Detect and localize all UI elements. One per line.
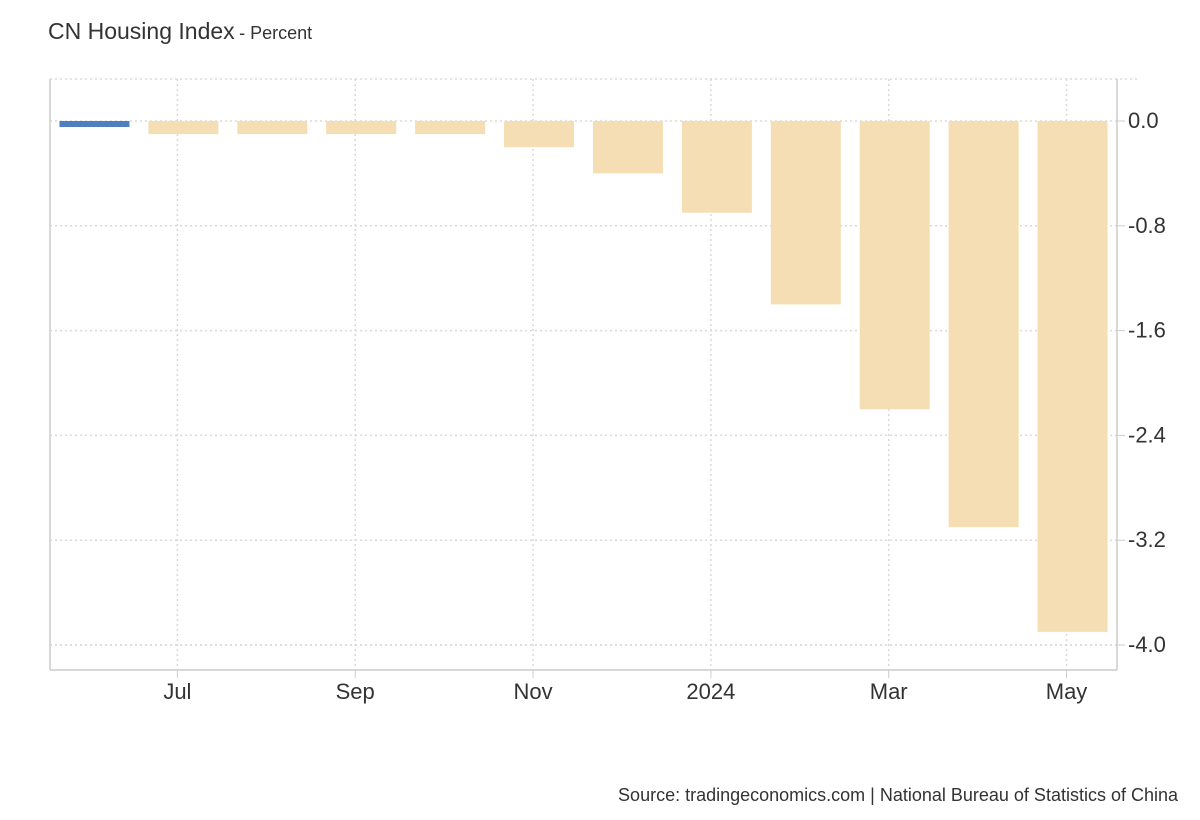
bar-jun-2023 (59, 121, 130, 127)
bar-mar-2024 (859, 121, 930, 410)
y-tick-label: -0.8 (1128, 213, 1166, 238)
y-tick-label: -3.2 (1128, 527, 1166, 552)
x-tick-label: 2024 (686, 679, 735, 704)
bar-apr-2024 (948, 121, 1019, 528)
y-tick-label: 0.0 (1128, 108, 1159, 133)
bar-jan-2024 (681, 121, 752, 213)
bar-may-2024 (1037, 121, 1108, 632)
chart-title: CN Housing Index - Percent (48, 18, 312, 45)
tick-labels: 0.0 -0.8 -1.6 -2.4 -3.2 -4.0 Jul Sep Nov 2024 Mar M… (163, 108, 1166, 704)
bar-sep-2023 (326, 121, 397, 135)
axes (49, 79, 1125, 678)
chart-subtitle: - Percent (239, 23, 313, 43)
source-note: Source: tradingeconomics.com | National … (618, 785, 1178, 805)
bar-aug-2023 (237, 121, 308, 135)
bar-dec-2023 (592, 121, 663, 174)
y-tick-label: -1.6 (1128, 318, 1166, 343)
x-tick-label: Nov (513, 679, 552, 704)
chart-title-main: CN Housing Index (48, 18, 235, 44)
bars (59, 121, 1108, 632)
bar-jul-2023 (148, 121, 219, 135)
x-tick-label: Sep (336, 679, 375, 704)
x-tick-label: May (1046, 679, 1088, 704)
x-tick-label: Mar (870, 679, 908, 704)
y-tick-label: -4.0 (1128, 632, 1166, 657)
y-tick-label: -2.4 (1128, 422, 1166, 447)
x-tick-label: Jul (163, 679, 191, 704)
bar-feb-2024 (770, 121, 841, 305)
bar-nov-2023 (504, 121, 575, 148)
bar-oct-2023 (415, 121, 486, 135)
